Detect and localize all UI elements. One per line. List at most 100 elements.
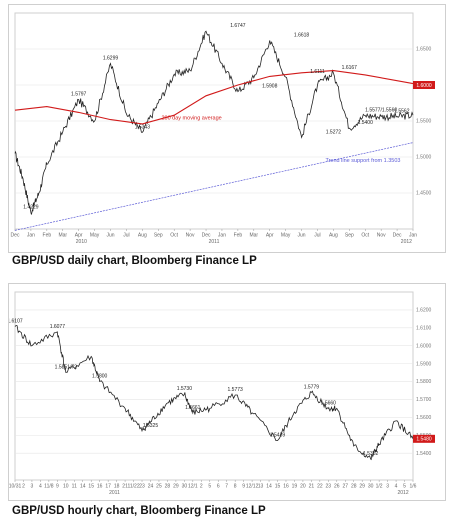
point-label: 1.6618 xyxy=(294,33,310,39)
x-tick-label: 14 xyxy=(80,484,86,490)
x-tick-label: 28 xyxy=(351,484,357,490)
x-tick-label: 11/22 xyxy=(127,484,139,490)
x-tick-label: Dec xyxy=(393,233,402,239)
series-line-2 xyxy=(14,142,414,231)
x-tick-label: Jul xyxy=(123,233,129,239)
point-label: 1.6299 xyxy=(103,55,119,61)
point-label: 1.5400 xyxy=(358,120,374,126)
x-tick-label: 2 xyxy=(200,484,203,490)
x-tick-label: Oct xyxy=(170,233,178,239)
point-label: 1.6107 xyxy=(9,319,23,325)
trendline-annotation: Trend line support from 1.3503 xyxy=(325,158,400,164)
point-label: 1.6077 xyxy=(50,324,66,330)
hourly-chart-panel: 1.6200 1.6100 1.6000 1.5900 1.5800 1.5700 1.56… xyxy=(7,283,446,501)
y-tick-label: 1.6500 xyxy=(416,47,432,53)
y-tick-label: 1.6000 xyxy=(416,343,432,349)
year-label: 2010 xyxy=(76,239,87,245)
x-tick-label: 30 xyxy=(182,484,188,490)
x-tick-label: May xyxy=(90,233,100,239)
x-tick-label: 10/31 xyxy=(9,484,21,490)
y-tick-label: 1.6100 xyxy=(416,326,432,332)
year-label: 2012 xyxy=(397,490,408,496)
x-tick-label: Jun xyxy=(106,233,114,239)
x-tick-label: 10 xyxy=(63,484,69,490)
x-tick-label: 14 xyxy=(266,484,272,490)
point-label: 1.5343 xyxy=(135,124,151,130)
x-tick-label: 4 xyxy=(39,484,42,490)
point-label: 1.5562 xyxy=(394,109,410,115)
point-label: 1.5489 xyxy=(270,433,286,439)
x-tick-label: 7 xyxy=(225,484,228,490)
moving-average-annotation: 200 day moving average xyxy=(161,116,221,122)
x-tick-label: Aug xyxy=(329,233,338,239)
y-tick-label: 1.5000 xyxy=(416,155,432,161)
x-tick-label: Dec xyxy=(11,233,20,239)
x-tick-label: Feb xyxy=(234,233,243,239)
x-tick-label: 5 xyxy=(208,484,211,490)
y-tick-label: 1.5400 xyxy=(416,451,432,457)
point-label: 1.5779 xyxy=(304,384,320,390)
x-tick-label: 29 xyxy=(173,484,179,490)
x-tick-label: Sep xyxy=(345,233,354,239)
y-tick-label: 1.5900 xyxy=(416,361,432,367)
x-tick-label: Jan xyxy=(27,233,35,239)
point-label: 1.5660 xyxy=(321,400,337,406)
x-tick-label: 20 xyxy=(300,484,306,490)
point-label: 1.5325 xyxy=(143,423,159,429)
x-tick-label: 24 xyxy=(148,484,154,490)
series-line-1 xyxy=(14,70,414,125)
x-tick-label: Apr xyxy=(266,233,274,239)
point-label: 1.5800 xyxy=(92,374,108,380)
x-tick-label: Apr xyxy=(75,233,83,239)
x-tick-label: Oct xyxy=(361,233,369,239)
point-label: 1.5797 xyxy=(71,92,87,98)
year-label: 2011 xyxy=(109,490,120,496)
x-tick-label: 9 xyxy=(56,484,59,490)
x-tick-label: May xyxy=(281,233,291,239)
point-label: 1.4229 xyxy=(23,205,39,211)
hourly-chart: 1.6200 1.6100 1.6000 1.5900 1.5800 1.5700 1.56… xyxy=(7,291,435,496)
x-tick-label: 28 xyxy=(165,484,171,490)
x-tick-label: 6 xyxy=(217,484,220,490)
last-price-tag xyxy=(413,81,435,89)
x-tick-label: 21 xyxy=(122,484,128,490)
x-tick-label: Jul xyxy=(314,233,320,239)
x-tick-label: 26 xyxy=(334,484,340,490)
x-tick-label: 3 xyxy=(31,484,34,490)
y-tick-label: 1.4500 xyxy=(416,191,432,197)
hourly-chart-caption: GBP/USD hourly chart, Bloomberg Finance … xyxy=(12,505,266,517)
daily-chart: 1.6500 1.6000 1.5500 1.5000 1.4500 Dec Jan Feb M… xyxy=(11,12,435,245)
point-label: 1.5773 xyxy=(228,387,244,393)
y-tick-label: 1.6200 xyxy=(416,308,432,314)
x-tick-label: 4 xyxy=(395,484,398,490)
x-tick-label: 16 xyxy=(97,484,103,490)
x-tick-label: 30 xyxy=(368,484,374,490)
x-tick-label: Sep xyxy=(154,233,163,239)
x-tick-label: 11/8 xyxy=(44,484,54,490)
point-label: 1.5272 xyxy=(326,129,342,135)
point-label: 1.6747 xyxy=(230,23,246,29)
x-tick-label: 13 xyxy=(258,484,264,490)
x-tick-label: Jan xyxy=(218,233,226,239)
x-tick-label: Aug xyxy=(138,233,147,239)
point-label: 1.6167 xyxy=(342,65,358,71)
point-label: 1.5577/1.5560 xyxy=(365,107,397,113)
x-tick-label: 9 xyxy=(242,484,245,490)
x-tick-label: 3 xyxy=(386,484,389,490)
y-tick-label: 1.5600 xyxy=(416,415,432,421)
x-tick-label: 22 xyxy=(317,484,323,490)
y-tick-label: 1.5800 xyxy=(416,379,432,385)
plot-area xyxy=(14,291,414,481)
x-tick-label: 27 xyxy=(342,484,348,490)
x-tick-label: 12/1 xyxy=(188,484,198,490)
x-tick-label: Nov xyxy=(377,233,386,239)
x-tick-label: 12/12 xyxy=(246,484,259,490)
x-tick-label: 15 xyxy=(275,484,281,490)
year-label: 2011 xyxy=(209,239,220,245)
point-label: 1.5730 xyxy=(177,386,193,392)
x-tick-label: 19 xyxy=(292,484,298,490)
x-tick-label: 1/2 xyxy=(376,484,383,490)
x-tick-label: 25 xyxy=(156,484,162,490)
x-tick-label: 5 xyxy=(403,484,406,490)
year-label: 2012 xyxy=(401,239,412,245)
